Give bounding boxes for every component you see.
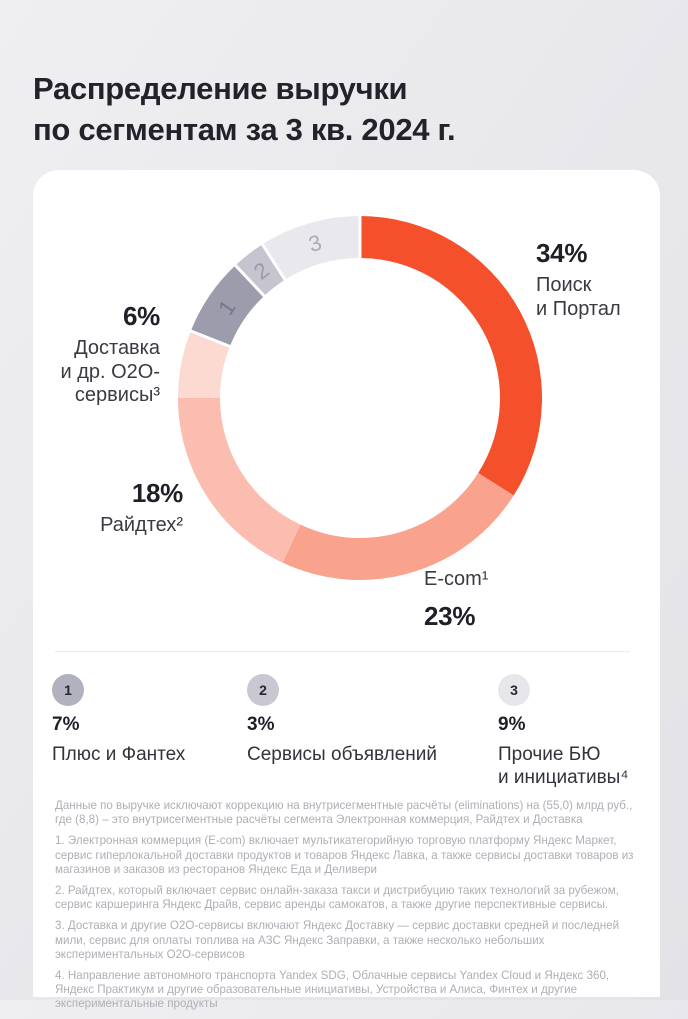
callout-ecom-pct: 23% bbox=[424, 600, 476, 631]
legend-pct-2: 3% bbox=[247, 714, 275, 735]
page-title: Распределение выручки по сегментам за 3 … bbox=[33, 70, 456, 147]
legend-marker-3: 3 bbox=[498, 674, 530, 706]
callout-ecom-name: E-com¹ bbox=[424, 568, 489, 590]
legend-marker-2: 2 bbox=[247, 674, 279, 706]
footnote-3-delivery: 3. Доставка и другие O2O-сервисы включаю… bbox=[55, 919, 620, 961]
callout-ridetech-pct: 18% bbox=[131, 478, 183, 508]
legend-pct-1: 7% bbox=[52, 714, 80, 735]
legend-label-1: Плюс и Фантех bbox=[52, 744, 186, 765]
footnote-eliminations: Данные по выручке исключают коррекцию на… bbox=[55, 799, 633, 827]
callout-ridetech-name: Райдтех² bbox=[100, 514, 183, 536]
footnote-4-other: 4. Направление автономного транспорта Ya… bbox=[55, 969, 610, 1011]
legend-item-other-bu: 3 9% Прочие БЮ и инициативы⁴ bbox=[498, 674, 629, 789]
callout-delivery-name: Доставка и др. O2O- сервисы³ bbox=[60, 337, 160, 406]
footnote-2-ridetech: 2. Райдтех, который включает сервис онла… bbox=[55, 884, 619, 912]
footnote-1-ecom: 1. Электронная коммерция (E-com) включае… bbox=[55, 834, 634, 876]
callout-ecom: E-com¹ 23% bbox=[424, 568, 488, 632]
legend-marker-1-num: 1 bbox=[64, 682, 72, 698]
footnotes: Данные по выручке исключают коррекцию на… bbox=[55, 799, 639, 1019]
callout-search-portal-name: Поиск и Портал bbox=[536, 274, 621, 320]
callout-delivery-pct: 6% bbox=[123, 301, 160, 331]
legend-marker-1: 1 bbox=[52, 674, 84, 706]
callout-search-portal-pct: 34% bbox=[536, 238, 588, 268]
legend-marker-3-num: 3 bbox=[510, 682, 518, 698]
donut-chart-svg: 123 bbox=[178, 214, 543, 581]
callout-ridetech: 18% Райдтех² bbox=[18, 478, 183, 538]
callout-delivery: 6% Доставка и др. O2O- сервисы³ bbox=[18, 301, 160, 408]
callout-search-portal: 34% Поиск и Портал bbox=[536, 238, 621, 321]
legend-label-3: Прочие БЮ и инициативы⁴ bbox=[498, 744, 629, 788]
legend-label-2: Сервисы объявлений bbox=[247, 744, 438, 765]
legend-item-plus-fintech: 1 7% Плюс и Фантех bbox=[52, 674, 185, 766]
legend-pct-3: 9% bbox=[498, 714, 526, 735]
section-divider bbox=[55, 651, 630, 652]
legend-item-classifieds: 2 3% Сервисы объявлений bbox=[247, 674, 437, 766]
legend-marker-2-num: 2 bbox=[259, 682, 267, 698]
